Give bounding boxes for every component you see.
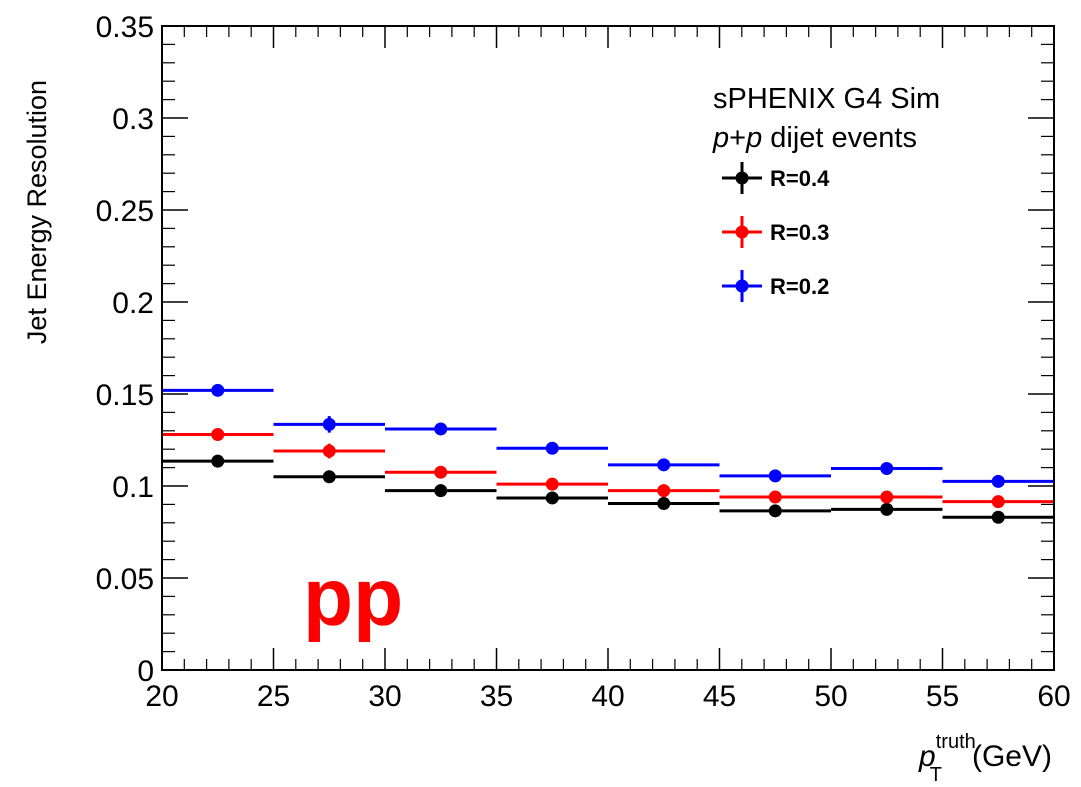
data-point: [880, 490, 894, 504]
legend: R=0.4 R=0.3 R=0.2: [722, 162, 830, 302]
data-point: [991, 474, 1005, 488]
data-point: [434, 465, 448, 479]
data-point: [211, 427, 225, 441]
data-point: [657, 484, 671, 498]
data-point: [991, 495, 1005, 509]
y-tick-label: 0.25: [96, 195, 154, 228]
data-point: [880, 502, 894, 516]
y-tick-label: 0.3: [112, 103, 154, 136]
data-point: [880, 462, 894, 476]
x-tick-label: 35: [480, 680, 513, 713]
plot-frame: [161, 25, 1055, 671]
legend-label: R=0.2: [770, 274, 829, 299]
data-point: [211, 383, 225, 397]
data-point: [322, 444, 336, 458]
data-point: [657, 496, 671, 510]
annotation-sim: sPHENIX G4 Sim: [713, 83, 940, 115]
series-R=0.2: [162, 383, 1054, 488]
data-point: [211, 454, 225, 468]
data-point: [768, 469, 782, 483]
x-tick-label: 20: [145, 680, 178, 713]
x-tick-label: 30: [368, 680, 401, 713]
pp-label: pp: [303, 552, 403, 643]
x-tick-label: 25: [257, 680, 290, 713]
x-tick-label: 40: [591, 680, 624, 713]
legend-label: R=0.3: [770, 220, 829, 245]
annotation-events-p2: p: [745, 122, 762, 154]
data-point: [322, 470, 336, 484]
data-point: [545, 491, 559, 505]
data-point: [657, 458, 671, 472]
annotation-events-p1: p: [712, 122, 729, 154]
tick-labels: 20 25 30 35 40 45 50 55 60 0 0.05 0.1 0.15 0.2 0.25 0.3…: [96, 11, 1071, 713]
y-axis-label: Jet Energy Resolution: [22, 80, 52, 344]
data-point: [768, 490, 782, 504]
data-point: [991, 510, 1005, 524]
legend-label: R=0.4: [770, 166, 830, 191]
y-tick-label: 0.15: [96, 379, 154, 412]
x-tick-label: 60: [1037, 680, 1070, 713]
legend-marker-point: [735, 279, 749, 293]
data-point: [545, 477, 559, 491]
axis-ticks: [161, 25, 1055, 671]
x-axis-label-unit: (GeV): [972, 740, 1052, 773]
legend-marker-point: [735, 171, 749, 185]
y-tick-label: 0.35: [96, 11, 154, 44]
x-axis-label: ptruth T (GeV): [918, 731, 1052, 786]
legend-marker-point: [735, 225, 749, 239]
x-tick-label: 50: [814, 680, 847, 713]
data-point: [434, 484, 448, 498]
y-tick-label: 0.2: [112, 287, 154, 320]
y-tick-label: 0.05: [96, 563, 154, 596]
data-point: [322, 417, 336, 431]
x-axis-label-sub: T: [930, 764, 942, 786]
x-tick-label: 45: [703, 680, 736, 713]
y-tick-label: 0.1: [112, 471, 154, 504]
data-point: [434, 422, 448, 436]
series-R=0.4: [162, 454, 1054, 524]
data-point: [768, 504, 782, 518]
data-marks: [162, 383, 1054, 524]
data-point: [545, 441, 559, 455]
y-tick-label: 0: [137, 655, 154, 688]
x-axis-label-main: p: [918, 740, 936, 773]
annotation-events-plus: +: [729, 122, 746, 154]
annotation-events: p+p dijet events: [712, 122, 917, 154]
series-R=0.3: [162, 427, 1054, 509]
x-tick-label: 55: [926, 680, 959, 713]
x-axis-label-sup: truth: [936, 731, 976, 753]
annotation-events-rest: dijet events: [762, 122, 917, 154]
